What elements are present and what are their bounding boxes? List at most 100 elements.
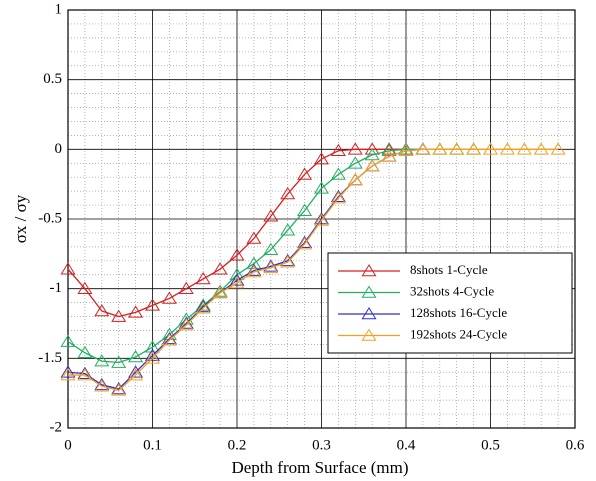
marker <box>128 305 144 318</box>
y-tick-label: -1.5 <box>38 350 62 366</box>
marker <box>195 301 211 314</box>
marker <box>347 142 363 155</box>
marker <box>330 191 346 204</box>
marker <box>297 237 313 250</box>
legend-marker <box>361 307 377 320</box>
marker <box>483 142 498 155</box>
y-tick-label: -1 <box>50 280 63 296</box>
marker <box>364 159 380 172</box>
marker <box>77 345 93 359</box>
marker <box>229 273 245 286</box>
y-tick-label: -0.5 <box>38 210 62 226</box>
marker <box>314 213 329 226</box>
marker <box>94 379 110 392</box>
marker <box>533 142 549 155</box>
marker <box>212 285 228 299</box>
marker <box>432 142 448 155</box>
marker <box>77 368 93 381</box>
legend-box <box>327 252 573 354</box>
legend-label: 32shots 4-Cycle <box>410 283 494 298</box>
marker <box>161 331 177 345</box>
marker <box>263 242 279 255</box>
marker <box>77 366 93 379</box>
legend-label: 8shots 1-Cycle <box>410 262 488 277</box>
marker <box>229 276 245 289</box>
y-tick-label: 1 <box>55 1 63 17</box>
x-tick-label: 0.2 <box>228 437 247 453</box>
marker <box>330 167 346 180</box>
series-line <box>68 148 559 392</box>
marker <box>381 149 397 162</box>
legend-label: 128shots 16-Cycle <box>410 305 507 320</box>
marker <box>161 291 177 304</box>
marker <box>314 152 329 165</box>
marker <box>128 368 144 381</box>
marker <box>263 259 279 272</box>
marker <box>499 142 515 155</box>
marker <box>314 212 329 225</box>
marker <box>212 262 228 275</box>
marker <box>263 209 279 222</box>
marker <box>280 186 296 200</box>
marker <box>94 354 110 367</box>
marker <box>398 142 414 155</box>
marker <box>94 304 110 317</box>
marker <box>466 142 482 155</box>
marker <box>178 317 194 331</box>
marker <box>178 281 194 294</box>
marker <box>111 355 127 368</box>
marker <box>60 262 76 275</box>
marker <box>280 255 296 268</box>
marker <box>128 349 144 363</box>
x-axis-label: Depth from Surface (mm) <box>231 458 408 477</box>
y-tick-label: 0.5 <box>43 71 62 87</box>
marker <box>297 203 313 216</box>
marker <box>398 143 414 157</box>
marker <box>449 142 465 155</box>
marker <box>246 263 262 276</box>
marker <box>111 382 127 395</box>
x-tick-label: 0.4 <box>397 437 416 453</box>
marker <box>381 143 397 157</box>
marker <box>178 316 194 329</box>
legend-marker <box>361 328 377 341</box>
marker <box>246 256 262 269</box>
marker <box>111 309 127 322</box>
y-tick-label: -2 <box>50 419 63 435</box>
marker <box>145 298 160 311</box>
marker <box>60 368 76 381</box>
marker <box>280 253 296 267</box>
marker <box>550 142 566 155</box>
marker <box>111 383 127 396</box>
marker <box>330 143 346 157</box>
x-tick-label: 0.6 <box>566 437 585 453</box>
series-line <box>67 148 406 318</box>
y-axis-label: σx / σy <box>11 194 30 243</box>
marker <box>280 223 296 236</box>
legend-marker <box>361 264 377 277</box>
marker <box>195 299 211 313</box>
marker <box>145 351 160 364</box>
marker <box>60 334 76 347</box>
plot-frame <box>67 9 576 429</box>
marker <box>229 248 245 261</box>
marker <box>229 267 245 281</box>
x-tick-label: 0 <box>64 437 72 453</box>
x-tick-label: 0.5 <box>481 437 500 453</box>
marker <box>297 167 313 180</box>
marker <box>161 333 177 346</box>
marker <box>347 156 363 169</box>
y-tick-label: 0 <box>55 141 63 157</box>
marker <box>516 142 532 155</box>
marker <box>330 189 346 203</box>
marker <box>381 142 397 155</box>
x-tick-label: 0.3 <box>312 437 331 453</box>
marker <box>246 231 262 244</box>
marker <box>347 173 363 186</box>
legend-label: 192shots 24-Cycle <box>410 326 507 341</box>
series-line <box>67 148 474 364</box>
marker <box>297 235 313 248</box>
marker <box>77 281 93 294</box>
marker <box>246 264 262 278</box>
